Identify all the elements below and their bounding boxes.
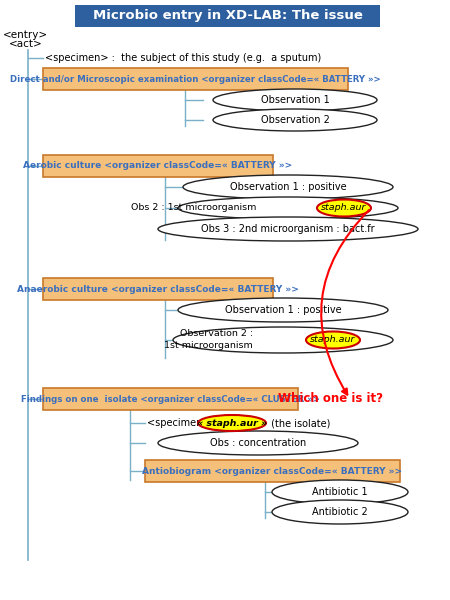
- Text: Aerobic culture <organizer classCode=« BATTERY »>: Aerobic culture <organizer classCode=« B…: [23, 161, 292, 170]
- Text: Antibiotic 2: Antibiotic 2: [312, 507, 368, 517]
- FancyBboxPatch shape: [145, 460, 400, 482]
- Text: Direct and/or Microscopic examination <organizer classCode=« BATTERY »>: Direct and/or Microscopic examination <o…: [10, 74, 381, 83]
- Text: Which one is it?: Which one is it?: [278, 392, 383, 406]
- Text: Antiobiogram <organizer classCode=« BATTERY »>: Antiobiogram <organizer classCode=« BATT…: [143, 467, 403, 475]
- Text: (the isolate): (the isolate): [268, 418, 330, 428]
- Text: staph.aur: staph.aur: [321, 203, 367, 212]
- Text: <specimen> :: <specimen> :: [147, 418, 220, 428]
- Text: Obs 2 : 1st microorganism: Obs 2 : 1st microorganism: [130, 203, 256, 212]
- FancyBboxPatch shape: [43, 155, 273, 177]
- Ellipse shape: [272, 500, 408, 524]
- Text: Observation 2: Observation 2: [261, 115, 329, 125]
- Text: <entry>: <entry>: [3, 30, 48, 40]
- Ellipse shape: [317, 199, 371, 217]
- Ellipse shape: [158, 217, 418, 241]
- Text: Anaerobic culture <organizer classCode=« BATTERY »>: Anaerobic culture <organizer classCode=«…: [17, 284, 299, 293]
- Ellipse shape: [183, 175, 393, 199]
- Text: <specimen> :  the subject of this study (e.g.  a sputum): <specimen> : the subject of this study (…: [45, 53, 321, 63]
- FancyBboxPatch shape: [43, 68, 348, 90]
- Ellipse shape: [213, 89, 377, 111]
- Text: 1st microorganism: 1st microorganism: [164, 341, 253, 350]
- Ellipse shape: [178, 197, 398, 219]
- Ellipse shape: [213, 109, 377, 131]
- Text: Obs 3 : 2nd microorganism : bact.fr: Obs 3 : 2nd microorganism : bact.fr: [201, 224, 375, 234]
- Ellipse shape: [306, 331, 360, 349]
- Text: staph.aur: staph.aur: [310, 335, 356, 344]
- Ellipse shape: [173, 327, 393, 353]
- FancyBboxPatch shape: [75, 5, 380, 27]
- Text: « staph.aur »: « staph.aur »: [197, 419, 267, 427]
- Ellipse shape: [198, 415, 266, 431]
- Ellipse shape: [178, 298, 388, 322]
- Ellipse shape: [158, 431, 358, 455]
- Text: Antibiotic 1: Antibiotic 1: [312, 487, 368, 497]
- Text: Obs : concentration: Obs : concentration: [210, 438, 306, 448]
- Text: Observation 1: Observation 1: [261, 95, 329, 105]
- Ellipse shape: [272, 480, 408, 504]
- Text: <act>: <act>: [9, 39, 43, 49]
- FancyBboxPatch shape: [43, 388, 298, 410]
- Text: Observation 2 :: Observation 2 :: [180, 329, 253, 338]
- Text: Observation 1 : positive: Observation 1 : positive: [225, 305, 341, 315]
- Text: Observation 1 : positive: Observation 1 : positive: [230, 182, 346, 192]
- FancyBboxPatch shape: [43, 278, 273, 300]
- Text: Microbio entry in XD-LAB: The issue: Microbio entry in XD-LAB: The issue: [93, 10, 362, 22]
- Text: Findings on one  isolate <organizer classCode=« CLUSTER »>: Findings on one isolate <organizer class…: [21, 395, 320, 403]
